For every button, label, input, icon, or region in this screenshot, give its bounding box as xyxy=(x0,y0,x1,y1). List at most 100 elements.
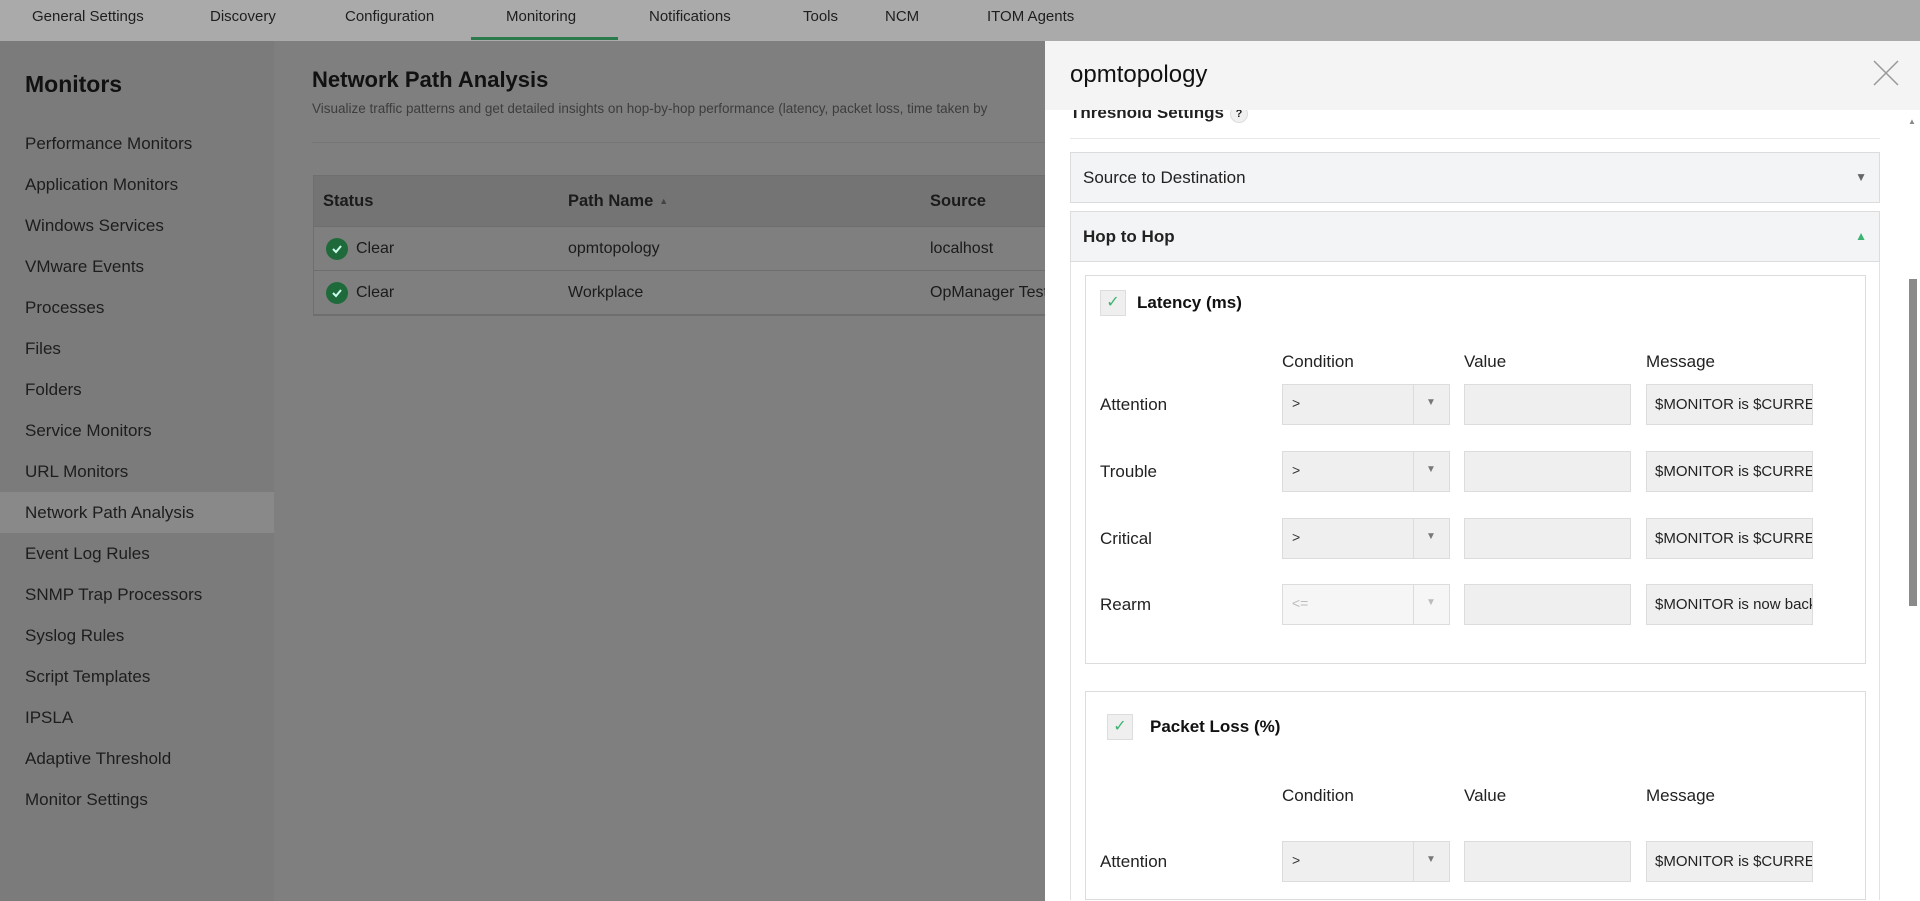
condition-select[interactable]: <= ▼ xyxy=(1282,584,1450,625)
message-input[interactable]: $MONITOR is $CURRENTVALUE xyxy=(1646,841,1813,882)
sidebar-item[interactable]: Application Monitors xyxy=(25,175,179,194)
value-input[interactable] xyxy=(1464,518,1631,559)
scroll-up-icon[interactable]: ▲ xyxy=(1908,117,1916,126)
tab-tools[interactable]: Tools xyxy=(803,8,839,25)
message-header: Message xyxy=(1646,786,1715,805)
level-label: Critical xyxy=(1100,529,1152,548)
caret-up-icon: ▲ xyxy=(1855,229,1867,243)
divider xyxy=(1070,138,1880,139)
message-input[interactable]: $MONITOR is $CURRENTVALUE xyxy=(1646,451,1813,492)
level-label: Trouble xyxy=(1100,462,1158,481)
value-header: Value xyxy=(1464,352,1507,371)
sidebar-item[interactable]: Windows Services xyxy=(25,216,164,235)
sidebar: Monitors Performance Monitors Application… xyxy=(0,41,274,901)
main-content: Network Path Analysis Visualize traffic … xyxy=(274,41,1093,901)
sidebar-item[interactable]: Monitor Settings xyxy=(25,790,148,809)
table-row: Clear Workplace OpManager Test xyxy=(314,271,1092,315)
latency-checkbox[interactable]: ✓ xyxy=(1100,290,1126,316)
check-circle-icon xyxy=(326,281,348,304)
level-label: Attention xyxy=(1100,852,1168,871)
column-label: Path Name xyxy=(568,191,654,210)
status-text: Clear xyxy=(356,283,395,301)
packet_loss-checkbox[interactable]: ✓ xyxy=(1107,714,1133,740)
condition-select[interactable]: > ▼ xyxy=(1282,451,1450,492)
sort-icon: ▲ xyxy=(659,196,669,206)
source-cell: localhost xyxy=(930,239,994,257)
condition-header: Condition xyxy=(1282,352,1354,371)
value-input[interactable] xyxy=(1464,384,1631,425)
status-cell: Clear xyxy=(326,271,394,314)
condition-select[interactable]: > ▼ xyxy=(1282,518,1450,559)
sidebar-item[interactable]: Syslog Rules xyxy=(25,626,125,645)
value-input[interactable] xyxy=(1464,451,1631,492)
sidebar-item[interactable]: Processes xyxy=(25,298,105,317)
active-tab-underline xyxy=(471,37,618,40)
sidebar-item[interactable]: Event Log Rules xyxy=(25,544,150,563)
select-divider xyxy=(1413,385,1414,424)
close-icon[interactable] xyxy=(1870,57,1902,89)
sidebar-item[interactable]: URL Monitors xyxy=(25,462,129,481)
path-name-link[interactable]: Workplace xyxy=(568,283,644,301)
accordion-hop-to-hop[interactable]: Hop to Hop ▲ xyxy=(1070,211,1880,262)
condition-select[interactable]: > ▼ xyxy=(1282,384,1450,425)
tab-notifications[interactable]: Notifications xyxy=(649,8,731,25)
tab-discovery[interactable]: Discovery xyxy=(210,8,276,25)
message-input[interactable]: $MONITOR is now back to normal xyxy=(1646,584,1813,625)
sidebar-item[interactable]: Performance Monitors xyxy=(25,134,193,153)
condition-value: > xyxy=(1292,529,1301,545)
table-header: Status Path Name ▲ Source xyxy=(314,176,1092,227)
message-header: Message xyxy=(1646,352,1715,371)
page-subtitle: Visualize traffic patterns and get detai… xyxy=(312,101,988,116)
tab-configuration[interactable]: Configuration xyxy=(345,8,435,25)
chevron-down-icon: ▼ xyxy=(1426,464,1436,475)
scrollbar-thumb[interactable] xyxy=(1909,279,1917,606)
message-input[interactable]: $MONITOR is $CURRENTVALUE xyxy=(1646,518,1813,559)
tab-itom-agents[interactable]: ITOM Agents xyxy=(987,8,1075,25)
sidebar-item[interactable]: SNMP Trap Processors xyxy=(25,585,203,604)
column-source[interactable]: Source xyxy=(930,191,986,210)
tab-general-settings[interactable]: General Settings xyxy=(32,8,144,25)
path-name-link[interactable]: opmtopology xyxy=(568,239,660,257)
condition-value: <= xyxy=(1292,595,1309,611)
panel-header: opmtopology xyxy=(1045,41,1920,110)
chevron-down-icon: ▼ xyxy=(1426,854,1436,865)
sidebar-item[interactable]: Script Templates xyxy=(25,667,151,686)
sidebar-item[interactable]: Network Path Analysis xyxy=(0,492,274,533)
packet-loss-box: ✓ Packet Loss (%) Condition Value Messag… xyxy=(1085,691,1866,900)
accordion-source-to-destination[interactable]: Source to Destination ▼ xyxy=(1070,152,1880,203)
paths-table: Status Path Name ▲ Source Clear opmtopolo… xyxy=(313,175,1093,316)
table-row: Clear opmtopology localhost xyxy=(314,227,1092,271)
select-divider xyxy=(1413,452,1414,491)
tab-ncm[interactable]: NCM xyxy=(885,8,920,25)
page-title: Network Path Analysis xyxy=(312,67,549,92)
accordion-label: Source to Destination xyxy=(1083,168,1246,187)
select-divider xyxy=(1413,585,1414,624)
sidebar-item[interactable]: Files xyxy=(25,339,61,358)
sidebar-item[interactable]: VMware Events xyxy=(25,257,145,276)
column-path-name[interactable]: Path Name ▲ xyxy=(568,176,668,226)
value-input[interactable] xyxy=(1464,841,1631,882)
status-cell: Clear xyxy=(326,227,394,270)
message-input[interactable]: $MONITOR is $CURRENTVALUE xyxy=(1646,384,1813,425)
value-input[interactable] xyxy=(1464,584,1631,625)
sidebar-item[interactable]: Adaptive Threshold xyxy=(25,749,172,768)
panel-title: opmtopology xyxy=(1070,61,1208,88)
chevron-down-icon: ▼ xyxy=(1426,531,1436,542)
divider xyxy=(312,142,1072,143)
sidebar-item[interactable]: Folders xyxy=(25,380,82,399)
column-status[interactable]: Status xyxy=(323,191,374,210)
sidebar-item[interactable]: Service Monitors xyxy=(25,421,152,440)
chevron-down-icon: ▼ xyxy=(1426,397,1436,408)
condition-select[interactable]: > ▼ xyxy=(1282,841,1450,882)
sidebar-title: Monitors xyxy=(25,71,123,97)
tab-monitoring[interactable]: Monitoring xyxy=(506,8,577,25)
condition-value: > xyxy=(1292,852,1301,868)
sidebar-item[interactable]: IPSLA xyxy=(25,708,74,727)
level-label: Attention xyxy=(1100,395,1168,414)
source-cell: OpManager Test xyxy=(930,283,1048,301)
level-label: Rearm xyxy=(1100,595,1152,614)
condition-value: > xyxy=(1292,462,1301,478)
condition-header: Condition xyxy=(1282,786,1354,805)
condition-value: > xyxy=(1292,395,1301,411)
check-circle-icon xyxy=(326,237,348,260)
